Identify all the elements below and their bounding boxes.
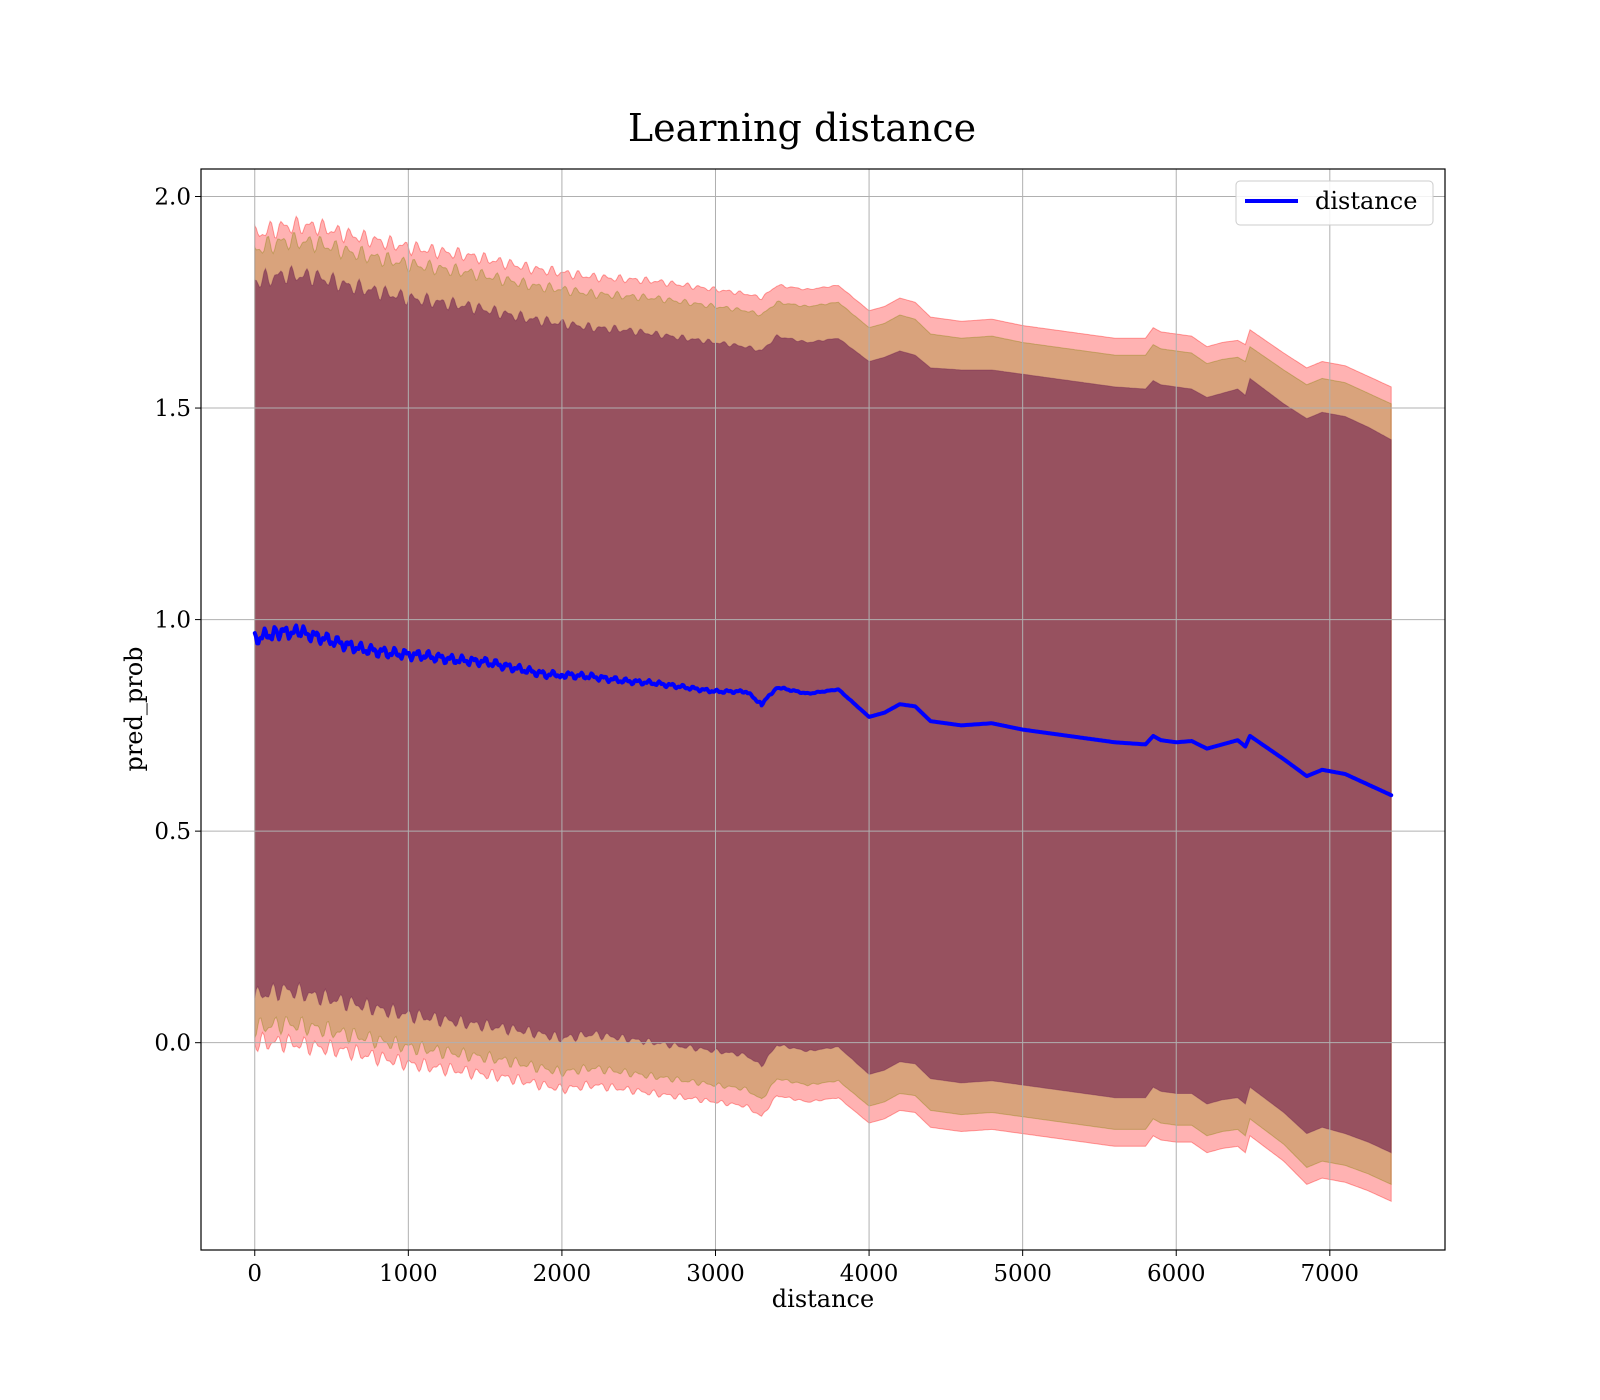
x-tick-label: 7000	[1301, 1261, 1360, 1287]
legend-box	[1235, 180, 1434, 226]
x-tick-label: 2000	[533, 1261, 592, 1287]
x-tick-label: 3000	[686, 1261, 745, 1287]
x-tick-label: 5000	[993, 1261, 1052, 1287]
y-tick-label: 0.0	[154, 1031, 191, 1057]
bands-layer	[254, 215, 1392, 1203]
ticks-layer: 0 1000 2000 3000 4000 5000 6000 7000 0.0 0.5 1.0 1.…	[154, 185, 1359, 1287]
x-tick-label: 6000	[1147, 1261, 1206, 1287]
x-tick-label: 1000	[379, 1261, 438, 1287]
y-tick-label: 0.5	[154, 819, 191, 845]
confidence-band-3	[254, 264, 1392, 1154]
series-line-distance	[252, 623, 1394, 798]
grid-layer	[201, 169, 1445, 1250]
legend-label-distance: distance	[1315, 187, 1417, 215]
plot-frame	[200, 168, 1446, 1251]
x-tick-label: 4000	[840, 1261, 899, 1287]
x-axis-label: distance	[772, 1285, 874, 1313]
legend: distance	[1235, 180, 1434, 226]
y-axis-label: pred_prob	[120, 646, 148, 771]
chart-title: Learning distance	[628, 106, 976, 150]
series-layer	[252, 623, 1394, 798]
y-tick-label: 1.0	[154, 608, 191, 634]
plot-area: 0 1000 2000 3000 4000 5000 6000 7000 0.0 0.5 1.0 1.…	[154, 168, 1446, 1287]
x-tick-label: 0	[247, 1261, 262, 1287]
y-tick-label: 1.5	[154, 396, 191, 422]
y-tick-label: 2.0	[154, 185, 191, 211]
